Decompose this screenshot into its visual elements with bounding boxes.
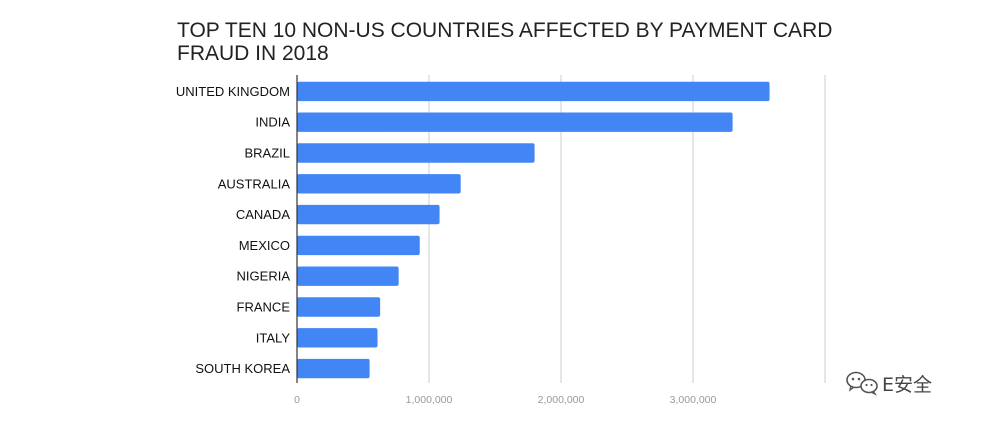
bar	[297, 266, 399, 286]
chart-title-line-1: TOP TEN 10 NON-US COUNTRIES AFFECTED BY …	[177, 19, 832, 42]
bar	[297, 358, 370, 379]
category-label: CANADA	[236, 207, 291, 222]
bar	[297, 328, 378, 348]
x-tick-label: 0	[294, 394, 300, 406]
watermark-text: E安全	[882, 374, 932, 396]
chart-title-line-2: FRAUD IN 2018	[177, 42, 329, 65]
category-label: MEXICO	[239, 238, 290, 253]
x-tick-label: 2,000,000	[538, 394, 585, 406]
category-label: AUSTRALIA	[218, 176, 291, 191]
category-label: FRANCE	[237, 300, 291, 315]
bar	[297, 174, 461, 194]
watermark: E安全	[846, 371, 932, 396]
bars	[297, 81, 770, 379]
category-labels: UNITED KINGDOM INDIA BRAZIL AUSTRALIA CANADA…	[176, 84, 290, 376]
bar	[297, 112, 733, 132]
bar	[297, 81, 770, 102]
x-tick-label: 3,000,000	[670, 394, 717, 406]
category-label: SOUTH KOREA	[195, 361, 290, 376]
bar	[297, 235, 420, 256]
category-label: BRAZIL	[244, 146, 290, 161]
category-label: ITALY	[256, 330, 291, 345]
bar	[297, 297, 381, 317]
x-axis-tick-labels: 0 1,000,000 2,000,000 3,000,000	[294, 394, 716, 406]
category-label: NIGERIA	[237, 269, 291, 284]
bar	[297, 143, 535, 163]
wechat-icon	[846, 371, 878, 396]
x-tick-label: 1,000,000	[406, 394, 453, 406]
category-label: UNITED KINGDOM	[176, 84, 290, 99]
bar	[297, 204, 440, 225]
category-label: INDIA	[255, 115, 290, 130]
